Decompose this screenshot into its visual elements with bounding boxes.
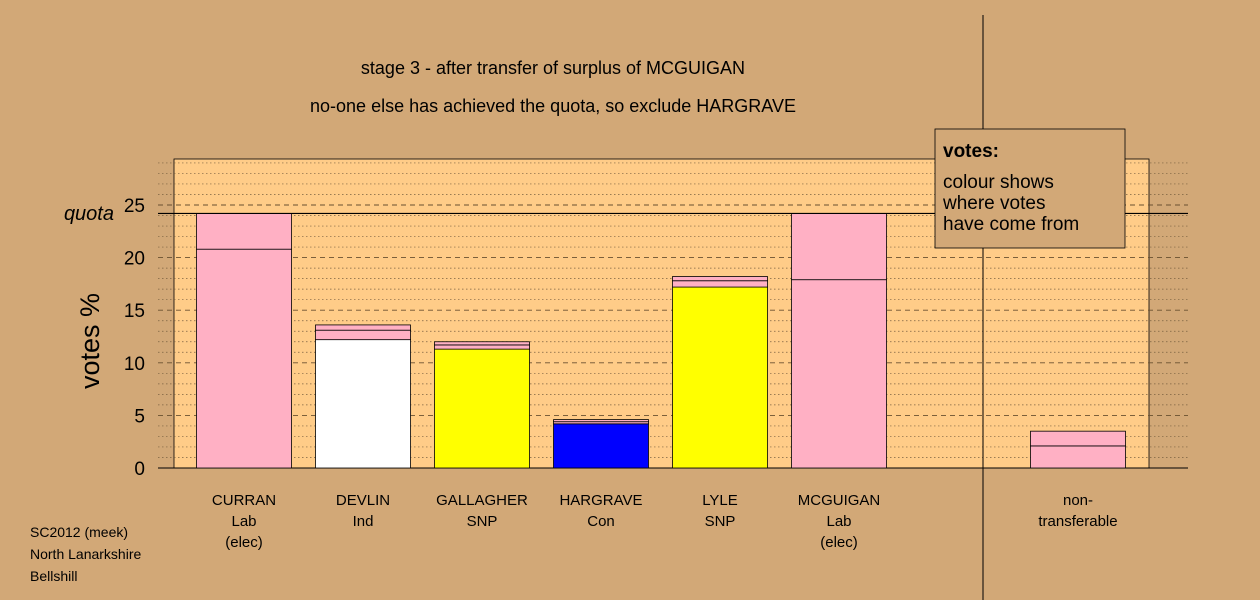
bar-segment xyxy=(434,344,530,350)
x-tick-label: Ind xyxy=(353,513,374,530)
x-tick-label: SNP xyxy=(467,513,498,530)
bar-segment xyxy=(791,213,887,281)
legend-box xyxy=(934,128,1126,249)
footer-line-2: North Lanarkshire xyxy=(30,546,141,562)
footer-line-3: Bellshill xyxy=(30,568,77,584)
x-tick-label: Lab xyxy=(826,513,851,530)
chart-title: stage 3 - after transfer of surplus of M… xyxy=(361,58,745,78)
bar-segment xyxy=(434,348,530,469)
quota-label: quota xyxy=(64,203,114,225)
bar-segment xyxy=(434,341,530,346)
y-axis-label: votes % xyxy=(75,293,105,389)
x-tick-label: GALLAGHER xyxy=(436,492,528,509)
bar-devlin xyxy=(315,324,411,469)
bar-segment xyxy=(672,280,768,288)
bar-segment xyxy=(553,419,649,423)
chart-subtitle: no-one else has achieved the quota, so e… xyxy=(310,96,796,116)
x-tick-label: DEVLIN xyxy=(336,492,390,509)
x-tick-label: Lab xyxy=(231,513,256,530)
bar-nontransferable xyxy=(1030,430,1126,469)
bar-lyle xyxy=(672,276,768,469)
x-tick-label: SNP xyxy=(705,513,736,530)
bar-segment xyxy=(672,276,768,282)
x-tick-label: (elec) xyxy=(225,534,263,551)
x-tick-label: transferable xyxy=(1038,513,1117,530)
y-tick-label: 25 xyxy=(124,196,145,217)
plot-area: 0 5 10 15 20 25 CURRAN Lab (elec) DEVLIN Ind GALLAG… xyxy=(124,15,1188,600)
bar-segment xyxy=(315,339,411,469)
legend-text: where votes xyxy=(942,193,1045,214)
bar-segment xyxy=(196,213,292,250)
legend-text: have come from xyxy=(943,214,1079,235)
bar-hargrave xyxy=(553,419,649,469)
x-tick-label: LYLE xyxy=(702,492,738,509)
x-tick-label: HARGRAVE xyxy=(559,492,642,509)
x-tick-label: MCGUIGAN xyxy=(798,492,881,509)
bar-segment xyxy=(672,286,768,469)
x-tick-label: Con xyxy=(587,513,615,530)
bar-curran xyxy=(196,213,292,469)
legend-text: colour shows xyxy=(943,172,1054,193)
footer-line-1: SC2012 (meek) xyxy=(30,524,128,540)
bar-segment xyxy=(553,423,649,469)
y-tick-label: 15 xyxy=(124,301,145,322)
bar-segment xyxy=(1030,445,1126,469)
bar-segment xyxy=(1030,430,1126,447)
legend-title: votes: xyxy=(943,141,999,162)
y-tick-label: 10 xyxy=(124,354,145,375)
bar-segment xyxy=(196,248,292,469)
x-tick-label: non- xyxy=(1063,492,1093,509)
bar-segment xyxy=(791,279,887,469)
x-tick-label: (elec) xyxy=(820,534,858,551)
bar-segment xyxy=(315,329,411,341)
bar-mcguigan xyxy=(791,213,887,469)
y-tick-label: 0 xyxy=(134,459,145,480)
bar-segment xyxy=(315,324,411,331)
y-tick-label: 5 xyxy=(134,406,145,427)
x-tick-label: CURRAN xyxy=(212,492,276,509)
bar-gallagher xyxy=(434,341,530,469)
y-tick-label: 20 xyxy=(124,249,145,270)
